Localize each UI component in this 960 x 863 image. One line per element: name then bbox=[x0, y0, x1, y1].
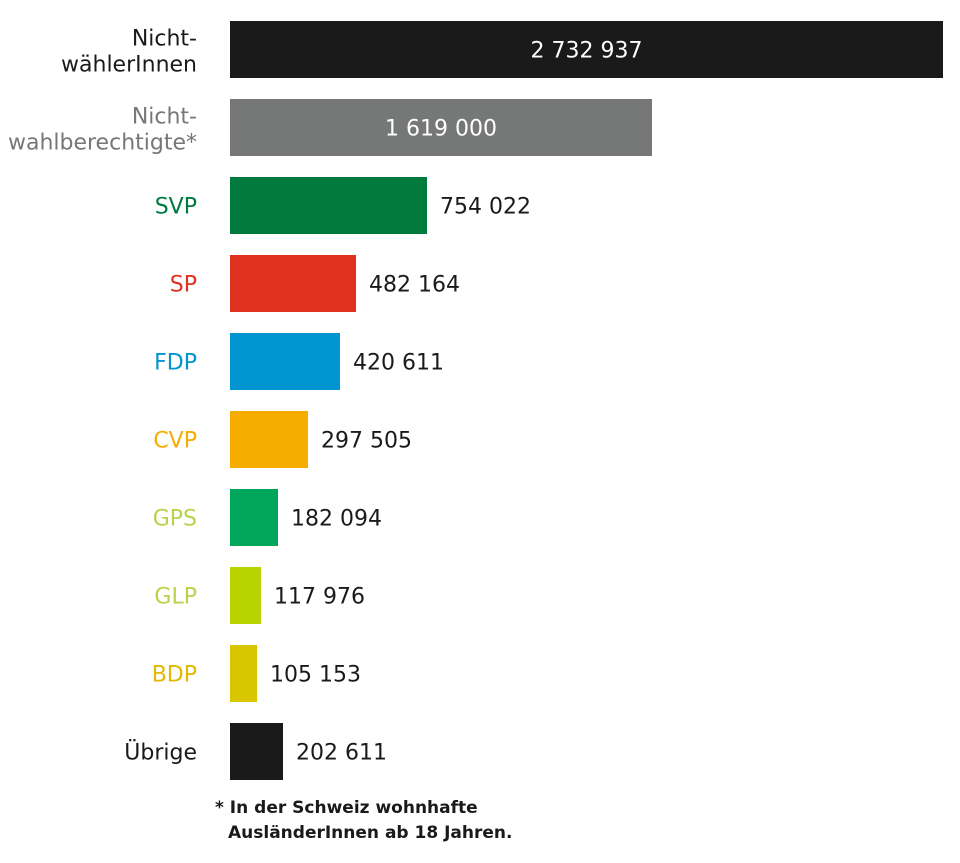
bar-bdp bbox=[230, 645, 257, 702]
bar-svp bbox=[230, 177, 427, 234]
category-label-fdp: FDP bbox=[154, 351, 197, 376]
category-label-glp: GLP bbox=[154, 585, 197, 610]
value-label-bdp: 105 153 bbox=[270, 663, 361, 688]
value-label-übrige: 202 611 bbox=[296, 741, 387, 766]
bar-übrige bbox=[230, 723, 283, 780]
category-label-cvp: CVP bbox=[153, 429, 197, 454]
footnote: * In der Schweiz wohnhafte AusländerInne… bbox=[215, 796, 512, 846]
category-label-gps: GPS bbox=[153, 507, 197, 532]
value-label-glp: 117 976 bbox=[274, 585, 365, 610]
category-label-nicht-wahlberechtigte: Nicht-wahlberechtigte* bbox=[8, 105, 197, 156]
bar-cvp bbox=[230, 411, 308, 468]
bar-chart: Nicht-wählerInnen 2 732 937 Nicht-wahlbere… bbox=[8, 21, 943, 780]
bar-sp bbox=[230, 255, 356, 312]
bar-nicht-wahlberechtigte bbox=[230, 99, 652, 156]
category-label-übrige: Übrige bbox=[124, 740, 197, 766]
bar-glp bbox=[230, 567, 261, 624]
value-label-sp: 482 164 bbox=[369, 273, 460, 298]
value-label-gps: 182 094 bbox=[291, 507, 382, 532]
category-label-svp: SVP bbox=[155, 195, 197, 220]
bar-nicht-wählerinnen bbox=[230, 21, 943, 78]
value-label-nicht-wählerinnen: 2 732 937 bbox=[531, 39, 643, 64]
category-label-sp: SP bbox=[170, 273, 197, 298]
bar-fdp bbox=[230, 333, 340, 390]
bar-gps bbox=[230, 489, 278, 546]
value-label-fdp: 420 611 bbox=[353, 351, 444, 376]
value-label-nicht-wahlberechtigte: 1 619 000 bbox=[385, 117, 497, 142]
value-label-svp: 754 022 bbox=[440, 195, 531, 220]
category-label-nicht-wählerinnen: Nicht-wählerInnen bbox=[61, 27, 197, 78]
footnote-line-2: AusländerInnen ab 18 Jahren. bbox=[228, 823, 513, 843]
category-label-bdp: BDP bbox=[152, 663, 197, 688]
value-label-cvp: 297 505 bbox=[321, 429, 412, 454]
footnote-line-1: * In der Schweiz wohnhafte bbox=[215, 798, 478, 818]
